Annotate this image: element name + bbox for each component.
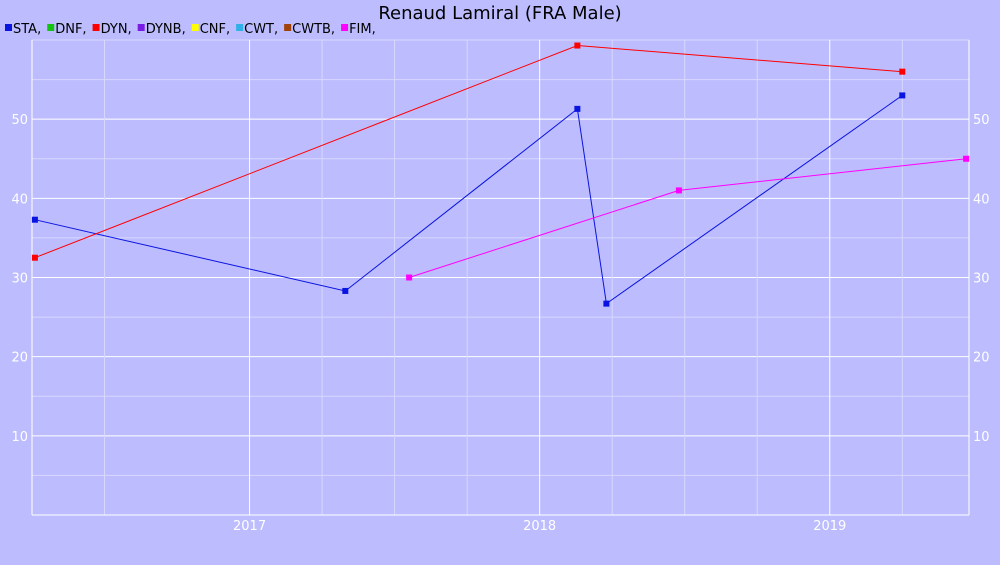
y-tick-label-left: 20 <box>11 351 28 366</box>
legend-swatch <box>191 24 199 31</box>
series-fim <box>406 155 970 281</box>
y-tick-label-right: 20 <box>973 351 990 366</box>
legend-item: CWT, <box>236 22 278 37</box>
legend-swatch <box>284 24 292 31</box>
legend-label: FIM, <box>349 22 376 37</box>
series-dyn <box>31 42 906 261</box>
y-tick-label-left: 50 <box>11 113 28 128</box>
data-point-fim <box>406 274 413 281</box>
legend-label: CWTB, <box>292 22 335 37</box>
legend-item: STA, <box>5 22 41 37</box>
legend-label: DNF, <box>55 22 86 37</box>
legend-swatch <box>137 24 145 31</box>
data-point-dyn <box>899 68 906 75</box>
data-point-sta <box>574 105 581 112</box>
data-point-sta <box>603 300 610 307</box>
legend-swatch <box>92 24 100 31</box>
x-tick-label: 2017 <box>233 519 266 534</box>
legend-item: CNF, <box>191 22 230 37</box>
y-tick-label-left: 10 <box>11 430 28 445</box>
legend-label: CNF, <box>200 22 230 37</box>
legend-swatch <box>236 24 244 31</box>
legend-swatch <box>47 24 55 31</box>
legend-item: DNF, <box>47 22 87 37</box>
legend: STA, DNF, DYN, DYNB, CNF, CWT, CWTB, FIM, <box>5 22 376 37</box>
grid <box>32 39 969 515</box>
legend-label: DYNB, <box>146 22 186 37</box>
data-point-fim <box>963 155 970 162</box>
data-point-sta <box>899 92 906 99</box>
y-tick-label-right: 30 <box>973 272 990 287</box>
x-tick-label: 2019 <box>813 519 846 534</box>
legend-item: DYNB, <box>137 22 186 37</box>
data-point-fim <box>675 187 682 194</box>
legend-label: CWT, <box>244 22 278 37</box>
y-tick-label-right: 40 <box>973 192 990 207</box>
chart-title: Renaud Lamiral (FRA Male) <box>378 3 621 24</box>
series-line-dyn <box>34 44 903 259</box>
y-tick-label-left: 30 <box>11 272 28 287</box>
series-line-sta <box>34 94 903 305</box>
legend-swatch <box>341 24 349 31</box>
axes: 10 10 20 20 30 30 40 40 50 50 2017 2018 2019 <box>11 40 990 534</box>
legend-item: DYN, <box>92 22 132 37</box>
data-point-sta <box>342 287 349 294</box>
y-tick-label-left: 40 <box>11 192 28 207</box>
legend-swatch <box>5 24 12 31</box>
data-point-dyn <box>574 42 581 49</box>
y-tick-label-right: 50 <box>973 113 990 128</box>
series-line-fim <box>408 158 967 278</box>
series-sta <box>31 92 906 307</box>
legend-label: STA, <box>13 22 41 37</box>
x-tick-label: 2018 <box>523 519 556 534</box>
data-point-sta <box>31 216 38 223</box>
data-point-dyn <box>31 254 38 261</box>
legend-label: DYN, <box>101 22 132 37</box>
series-layer <box>31 42 970 307</box>
y-tick-label-right: 10 <box>973 430 990 445</box>
legend-item: CWTB, <box>284 22 335 37</box>
legend-item: FIM, <box>341 22 376 37</box>
